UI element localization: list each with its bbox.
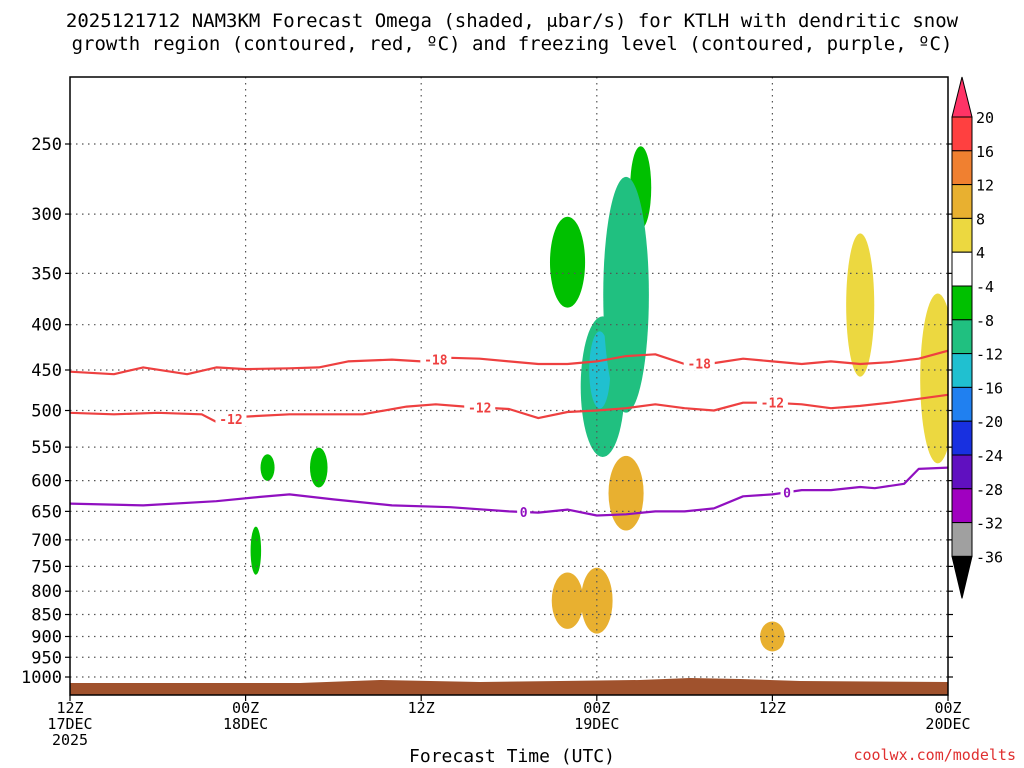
- colorbar-label: -24: [976, 447, 1003, 465]
- contour-label-bg: [780, 485, 794, 500]
- colorbar-swatch: [951, 522, 973, 557]
- colorbar-label: -16: [976, 379, 1003, 397]
- colorbar-swatch: [951, 386, 973, 422]
- contour-label-bg: [517, 504, 531, 519]
- x-tick-label: 00Z: [583, 699, 610, 717]
- x-tick-label: 19DEC: [574, 715, 619, 733]
- x-tick-label: 17DEC: [47, 715, 92, 733]
- y-tick-label: 400: [31, 316, 62, 336]
- colorbar-label: -36: [976, 548, 1003, 566]
- colorbar-max-arrow: [951, 76, 973, 118]
- x-tick-label: 12Z: [56, 699, 83, 717]
- colorbar-swatch: [951, 353, 973, 388]
- plot-area: [70, 77, 948, 695]
- omega-region-7: [551, 572, 584, 629]
- colorbar-swatch: [951, 319, 973, 355]
- colorbar-swatch: [951, 184, 973, 219]
- y-tick-label: 900: [31, 627, 62, 647]
- contour-label-bg: [756, 395, 788, 410]
- contour-label--12: -12: [761, 397, 784, 412]
- colorbar-label: -32: [976, 515, 1003, 533]
- temperature-contours: -18 -18 -12 -12 -12 0 0: [70, 349, 948, 521]
- axes: 2503003504004505005506006507007508008509…: [21, 76, 971, 749]
- omega-region-12: [309, 447, 328, 488]
- colorbar-legend: 20 16 12 8 4 -4 -8 -12 -16 -20 -24 -28 -32 -36: [951, 76, 1003, 599]
- colorbar-label: -8: [976, 312, 994, 330]
- y-tick-label: 600: [31, 472, 62, 492]
- contour-label-0: 0: [783, 486, 791, 501]
- omega-region-1: [549, 216, 586, 308]
- colorbar-label: 4: [976, 244, 985, 262]
- y-tick-label: 300: [31, 205, 62, 225]
- colorbar-swatch: [951, 217, 973, 253]
- colorbar-swatch: [951, 116, 973, 152]
- x-tick-label: 20DEC: [925, 715, 970, 733]
- omega-region-8: [580, 567, 613, 634]
- y-tick-label: 750: [31, 557, 62, 577]
- y-tick-label: 650: [31, 502, 62, 522]
- contour-label--12: -12: [219, 413, 242, 428]
- ground-fill: [70, 678, 948, 695]
- colorbar-label: 8: [976, 210, 985, 228]
- colorbar-swatch: [951, 285, 973, 321]
- contour-label-bg: [464, 400, 496, 415]
- x-tick-label: 18DEC: [223, 715, 268, 733]
- colorbar-label: 20: [976, 109, 994, 127]
- x-tick-label: 12Z: [759, 699, 786, 717]
- contour-line-0: [70, 466, 948, 517]
- plot-background: [70, 77, 948, 695]
- ground-surface: [70, 678, 948, 695]
- omega-shading: [250, 146, 948, 652]
- contour-label--18: -18: [424, 354, 448, 369]
- chart-title-line-1: 2025121712 NAM3KM Forecast Omega (shaded…: [65, 10, 959, 32]
- omega-region-11: [920, 293, 948, 464]
- colorbar-label: -20: [976, 413, 1003, 431]
- colorbar-label: 16: [976, 143, 994, 161]
- contour-line--18: [70, 349, 948, 376]
- contour-label-bg: [215, 412, 247, 427]
- y-tick-label: 250: [31, 135, 62, 155]
- credit-text: coolwx.com/modelts: [853, 746, 1016, 764]
- colorbar-swatch: [951, 251, 973, 287]
- omega-region-10: [846, 233, 875, 377]
- colorbar-label: -4: [976, 278, 994, 296]
- omega-region-6: [608, 455, 644, 531]
- omega-region-13: [260, 454, 275, 481]
- contour-label-bg: [420, 352, 452, 367]
- y-tick-label: 350: [31, 264, 62, 284]
- contour-label-bg: [683, 356, 715, 371]
- omega-region-14: [250, 526, 262, 575]
- colorbar-swatch: [951, 488, 973, 524]
- contour-label--12: -12: [468, 401, 491, 416]
- omega-region-5: [603, 176, 649, 413]
- colorbar-swatch: [951, 454, 973, 490]
- y-tick-label: 450: [31, 361, 62, 381]
- x-tick-label: 12Z: [408, 699, 435, 717]
- y-tick-label: 800: [31, 582, 62, 602]
- contour-label--18: -18: [687, 358, 711, 373]
- y-tick-label: 1000: [21, 668, 62, 688]
- y-tick-label: 850: [31, 606, 62, 626]
- colorbar-min-arrow: [951, 555, 973, 599]
- colorbar-label: -12: [976, 346, 1003, 364]
- contour-label-0: 0: [520, 506, 528, 521]
- x-tick-label: 00Z: [934, 699, 961, 717]
- colorbar-swatch: [951, 150, 973, 186]
- gridlines: [70, 77, 948, 695]
- y-tick-label: 550: [31, 438, 62, 458]
- omega-region-3: [589, 331, 611, 409]
- x-axis-title: Forecast Time (UTC): [409, 746, 615, 767]
- x-tick-label: 00Z: [232, 699, 259, 717]
- y-tick-label: 500: [31, 402, 62, 422]
- colorbar-label: -28: [976, 481, 1003, 499]
- y-tick-label: 700: [31, 531, 62, 551]
- colorbar-swatch: [951, 420, 973, 456]
- chart-title-line-2: growth region (contoured, red, ºC) and f…: [71, 33, 953, 55]
- y-tick-label: 950: [31, 648, 62, 668]
- colorbar-label: 12: [976, 177, 994, 195]
- x-tick-label: 2025: [52, 731, 88, 749]
